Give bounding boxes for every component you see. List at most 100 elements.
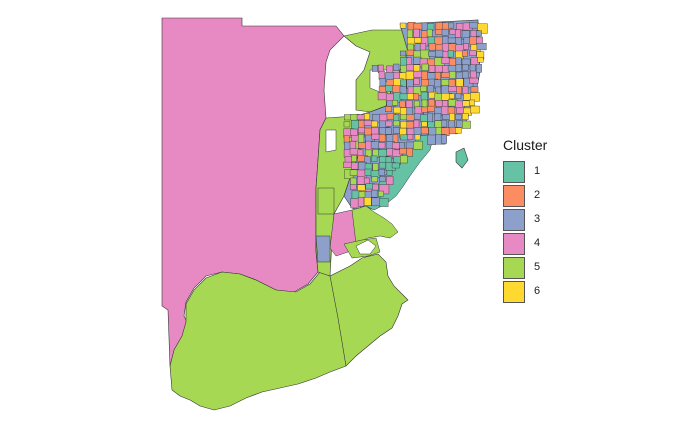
tract	[476, 42, 487, 51]
tract	[413, 119, 420, 128]
tract	[462, 64, 469, 71]
tract	[385, 120, 393, 127]
tract	[470, 105, 480, 114]
tract	[455, 127, 462, 134]
tract	[469, 77, 479, 84]
legend-items: 1 2 3 4 5 6	[503, 161, 547, 305]
tract	[378, 70, 385, 80]
tract	[372, 183, 379, 191]
tract	[427, 85, 434, 93]
tract	[462, 113, 469, 120]
tract	[469, 22, 479, 29]
tract	[428, 43, 436, 51]
tract	[455, 57, 462, 66]
tract	[378, 134, 386, 142]
tract	[426, 28, 433, 38]
tract	[379, 176, 386, 182]
tract	[378, 142, 386, 149]
tract	[357, 184, 366, 191]
tract	[448, 79, 456, 87]
legend-swatch	[503, 257, 525, 279]
tract	[406, 114, 415, 121]
legend-swatch	[503, 233, 525, 255]
tract	[393, 120, 400, 127]
tract	[371, 120, 378, 128]
tract	[400, 155, 408, 164]
legend-title: Cluster	[503, 137, 548, 153]
tract	[420, 91, 428, 101]
tract	[427, 134, 436, 145]
region-south	[169, 253, 409, 411]
tract	[378, 149, 388, 157]
patch	[317, 187, 335, 215]
tract	[420, 114, 428, 122]
legend-swatch	[503, 161, 525, 183]
tract	[393, 114, 400, 122]
legend-item-1: 1	[503, 161, 547, 185]
tract	[351, 154, 357, 162]
tract	[406, 147, 413, 157]
tract	[400, 114, 408, 121]
tract	[357, 149, 364, 157]
tract	[455, 64, 462, 72]
tract	[441, 28, 449, 36]
legend-label: 6	[534, 285, 541, 297]
tract	[462, 100, 471, 107]
legend-item-5: 5	[503, 257, 547, 281]
legend-label: 5	[534, 261, 541, 273]
tract	[456, 86, 463, 95]
legend-swatch	[503, 281, 525, 303]
tract	[435, 49, 444, 58]
tract	[413, 140, 423, 150]
patch	[315, 235, 331, 263]
tract	[363, 177, 370, 185]
tract	[442, 36, 449, 45]
tract	[421, 121, 428, 127]
tract	[349, 169, 358, 176]
tract	[413, 28, 420, 38]
tract	[428, 99, 435, 108]
tract	[469, 99, 475, 107]
tract	[392, 134, 399, 143]
tract-mosaic	[343, 22, 488, 209]
tract	[386, 176, 394, 185]
tract	[414, 37, 422, 44]
tract	[413, 22, 423, 30]
tract	[470, 92, 480, 102]
tract	[456, 120, 463, 128]
legend-item-2: 2	[503, 185, 547, 209]
tract	[475, 30, 482, 37]
tract	[475, 64, 482, 73]
tract	[476, 36, 483, 45]
tract	[448, 57, 457, 67]
region-divider	[329, 275, 347, 367]
tract	[441, 134, 447, 144]
tract	[427, 112, 433, 124]
tract	[392, 99, 399, 106]
tract	[421, 70, 429, 81]
tract	[449, 71, 456, 79]
tract	[428, 65, 436, 73]
tract	[343, 121, 351, 128]
tract	[351, 162, 359, 170]
tract	[391, 162, 400, 169]
tract	[363, 197, 372, 206]
tract	[455, 113, 462, 120]
tract	[420, 85, 428, 92]
legend-item-6: 6	[503, 281, 547, 305]
tract	[413, 64, 421, 72]
tract	[371, 176, 378, 183]
tract	[378, 168, 385, 176]
tract	[463, 43, 469, 50]
tract	[385, 106, 393, 112]
tract	[392, 127, 401, 134]
tract	[414, 134, 421, 141]
legend-item-4: 4	[503, 233, 547, 257]
tract	[343, 161, 352, 168]
tract	[434, 113, 442, 121]
tract	[449, 29, 456, 35]
tract	[477, 56, 484, 63]
tract	[386, 170, 393, 176]
tract	[385, 127, 392, 135]
